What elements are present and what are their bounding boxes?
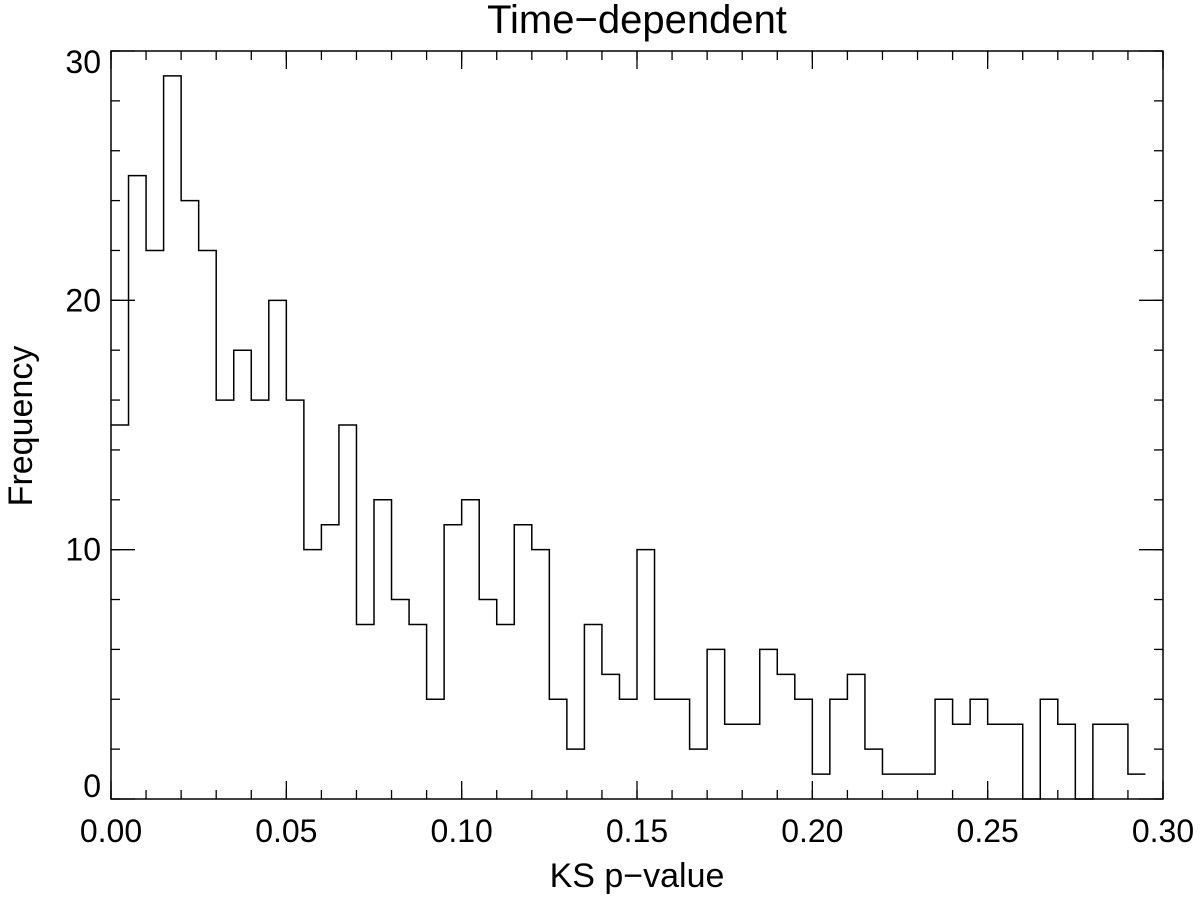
x-tick-label: 0.05 xyxy=(255,813,317,849)
y-tick-label: 0 xyxy=(83,768,101,804)
x-tick-label: 0.15 xyxy=(606,813,668,849)
tick-labels: 0.00 0.05 0.10 0.15 0.20 0.25 0.30 0 10 20 30 xyxy=(65,44,1194,849)
y-tick-label: 10 xyxy=(65,532,101,568)
y-axis-label: Frequency xyxy=(2,346,40,507)
x-tick-label: 0.10 xyxy=(431,813,493,849)
x-tick-label: 0.20 xyxy=(781,813,843,849)
x-tick-label: 0.30 xyxy=(1132,813,1194,849)
y-tick-label: 30 xyxy=(65,44,101,80)
chart-title: Time−dependent xyxy=(487,0,787,42)
histogram-step-line xyxy=(111,75,1146,800)
plot-frame xyxy=(110,50,1164,800)
y-tick-label: 20 xyxy=(65,282,101,318)
x-tick-label: 0.00 xyxy=(80,813,142,849)
x-tick-label: 0.25 xyxy=(957,813,1019,849)
x-axis-label: KS p−value xyxy=(550,857,725,895)
